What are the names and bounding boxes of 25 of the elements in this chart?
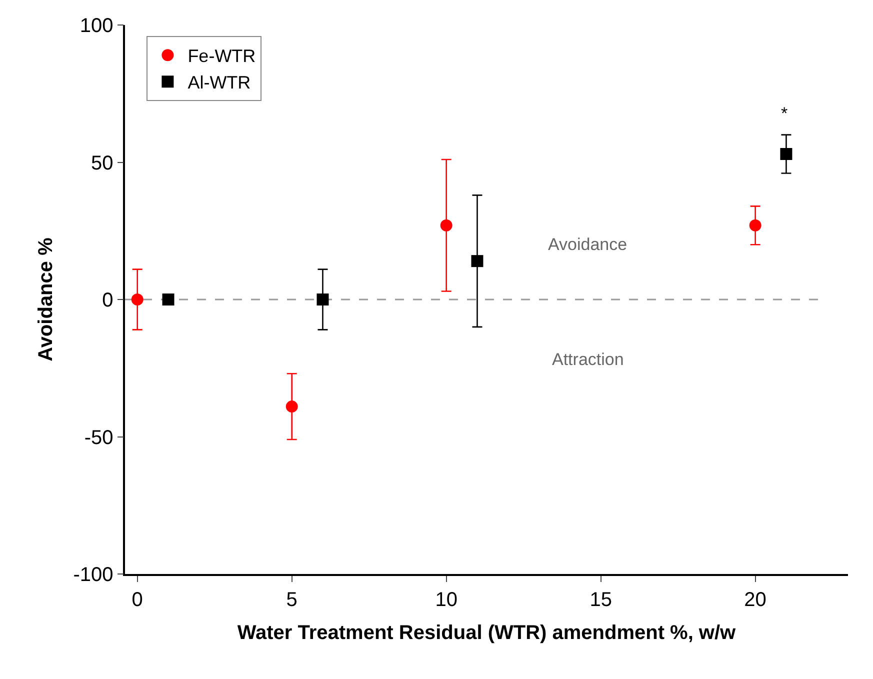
x-tick-label: 15 [590,588,612,611]
x-tick-label: 5 [286,588,298,611]
annotation: Attraction [552,350,624,369]
annotation: * [781,104,788,123]
y-tick-label: -50 [84,426,114,449]
y-axis-title: Avoidance % [35,237,58,362]
annotation: Avoidance [548,235,628,254]
legend-label: Fe-WTR [188,46,256,66]
y-tick-label: 100 [80,15,114,37]
y-tick-label: 50 [91,152,114,174]
point [780,148,792,160]
legend-label: Al-WTR [188,72,251,93]
point [316,294,329,306]
y-tick-label: 0 [102,290,114,312]
point [471,255,484,268]
x-tick-label: 10 [435,588,458,611]
point [162,294,174,306]
y-tick-label: -100 [73,564,114,586]
x-axis-title: Water Treatment Residual (WTR) amendment %, w/w [237,622,736,644]
x-tick-label: 20 [744,588,766,611]
point [131,294,144,306]
point [286,400,298,413]
point [749,219,762,232]
x-tick-label: 0 [132,588,143,611]
point [440,219,452,232]
